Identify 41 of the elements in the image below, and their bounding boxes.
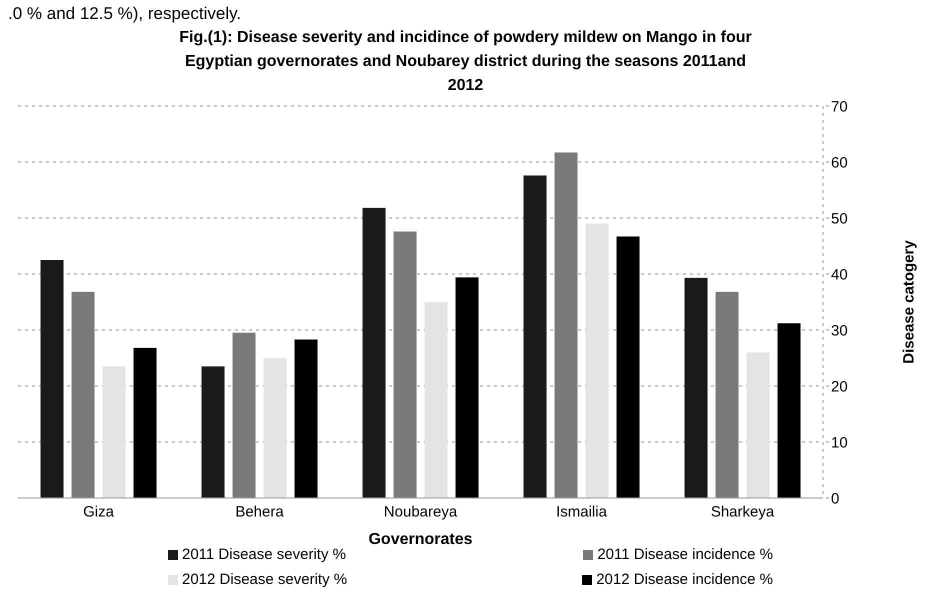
x-tick-label: Ismailia [556,504,608,521]
bar [586,224,609,498]
x-tick-label: Giza [83,504,115,521]
legend-label: 2011 Disease incidence % [597,546,773,563]
bar [456,277,479,498]
bar [202,366,225,498]
bar [684,278,708,498]
bar [72,292,95,498]
bar [394,231,417,498]
text: .0 % and 12.5 %), respectively. [8,4,242,24]
y-tick-label: 70 [831,98,848,116]
legend-label: 2011 Disease severity % [182,546,346,563]
bar [232,332,256,498]
bar [524,175,547,498]
bar [778,323,801,498]
bar [362,208,386,498]
bar [40,260,64,498]
x-axis-title: Governorates [368,531,473,548]
bar [102,366,126,498]
bar [746,352,770,498]
legend-label: 2012 Disease incidence % [596,571,773,588]
bar [554,152,578,498]
legend-label: 2012 Disease severity % [182,571,348,588]
y-tick-label: 20 [831,378,848,396]
y-axis-title: Disease catogery [900,240,918,364]
bar [294,340,318,498]
bar [264,358,287,498]
y-tick-label: 60 [831,154,848,172]
y-tick-label: 30 [831,322,848,340]
bar [616,236,640,498]
y-tick-label: 0 [831,490,840,508]
chart-title: Fig.(1): Disease severity and incidince of powdery mildew on Mango in four Egyptian governorates and Noubarey district during the seasons 2011and 2012 [178,28,753,96]
x-tick-label: Behera [235,504,284,521]
y-tick-label: 10 [831,434,848,452]
y-tick-label: 40 [831,266,848,284]
bar [716,292,739,498]
bar [134,348,157,498]
bar [424,302,448,498]
y-tick-label: 50 [831,210,848,228]
x-tick-label: Sharkeya [710,504,775,521]
x-tick-label: Noubareya [384,504,458,521]
